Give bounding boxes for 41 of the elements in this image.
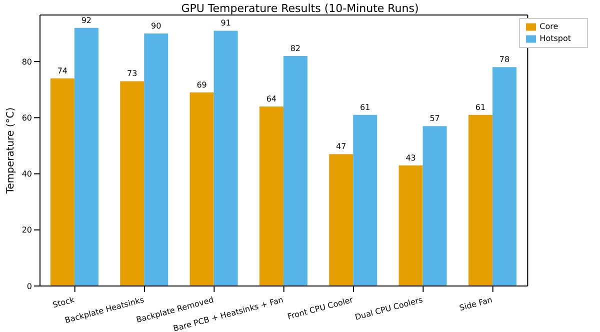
y-tick-label: 60: [22, 114, 32, 123]
data-label: 73: [127, 69, 138, 78]
data-label: 91: [220, 18, 231, 28]
bar: [259, 106, 284, 286]
bar: [353, 114, 378, 286]
bar: [468, 114, 492, 286]
chart-title: GPU Temperature Results (10-Minute Runs): [180, 2, 420, 15]
y-tick-label: 40: [22, 170, 32, 179]
bar: [144, 34, 168, 286]
bar: [398, 165, 423, 286]
bar: [120, 81, 144, 286]
bar: [190, 92, 214, 286]
x-tick-label: Side Fan: [458, 295, 494, 313]
y-tick-label: 80: [22, 57, 32, 66]
legend-label: Core: [540, 22, 558, 31]
data-label: 61: [475, 102, 486, 112]
bar: [214, 30, 238, 286]
x-tick-label: Stock: [52, 295, 76, 310]
data-label: 74: [57, 66, 68, 76]
x-tick-label: Front CPU Cooler: [286, 295, 355, 322]
data-label: 47: [336, 142, 346, 152]
bar: [422, 126, 447, 286]
y-axis-title: Temperature (°C): [6, 107, 17, 195]
data-label: 57: [430, 114, 440, 124]
bar: [50, 78, 74, 286]
data-label: 64: [266, 94, 277, 104]
data-label: 43: [406, 153, 416, 162]
y-tick-label: 0: [26, 282, 32, 291]
data-label: 90: [151, 22, 162, 31]
bar: [283, 56, 308, 286]
data-label: 78: [499, 55, 510, 64]
bar: [74, 28, 98, 286]
bar: [492, 67, 516, 286]
y-tick-label: 20: [22, 226, 32, 235]
data-label: 92: [81, 16, 92, 25]
bar: [329, 154, 354, 286]
data-label: 82: [290, 44, 301, 53]
x-tick-label: Dual CPU Coolers: [354, 295, 424, 322]
data-label: 61: [360, 102, 370, 112]
data-label: 69: [196, 80, 207, 90]
legend-label: Hotspot: [540, 34, 571, 43]
